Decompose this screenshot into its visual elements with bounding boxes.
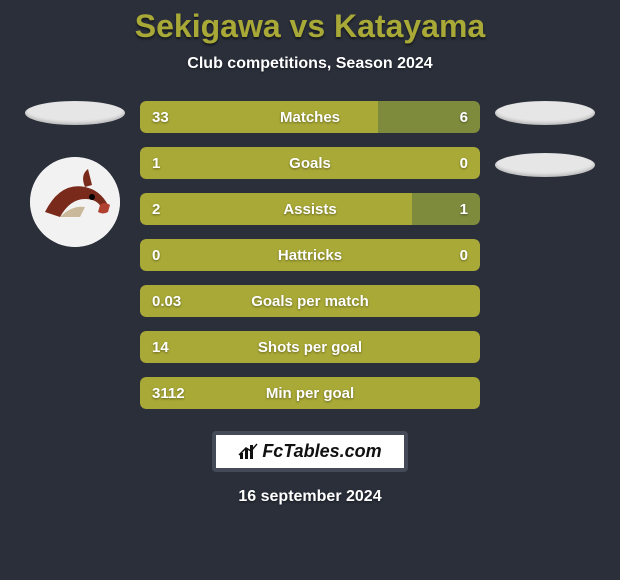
right-column bbox=[490, 101, 600, 177]
brand-badge: FcTables.com bbox=[212, 431, 407, 472]
page-title: Sekigawa vs Katayama bbox=[135, 8, 485, 45]
left-column bbox=[20, 101, 130, 247]
player-placeholder-oval bbox=[495, 101, 595, 125]
footer-date: 16 september 2024 bbox=[238, 488, 381, 506]
page-root: Sekigawa vs Katayama Club competitions, … bbox=[0, 0, 620, 580]
stat-bar: 0.03Goals per match bbox=[140, 285, 480, 317]
stat-bar: 21Assists bbox=[140, 193, 480, 225]
comparison-bars: 336Matches 10Goals 21Assists 00Hattricks 0.0… bbox=[140, 101, 480, 409]
stat-bar: 10Goals bbox=[140, 147, 480, 179]
stat-label: Matches bbox=[140, 109, 480, 126]
brand-text: FcTables.com bbox=[262, 441, 381, 462]
page-subtitle: Club competitions, Season 2024 bbox=[187, 55, 432, 73]
coyote-logo-icon bbox=[30, 157, 120, 247]
stat-bar: 14Shots per goal bbox=[140, 331, 480, 363]
stat-label: Goals bbox=[140, 155, 480, 172]
stat-label: Assists bbox=[140, 201, 480, 218]
player-placeholder-oval bbox=[495, 153, 595, 177]
player-placeholder-oval bbox=[25, 101, 125, 125]
stat-bar: 00Hattricks bbox=[140, 239, 480, 271]
main-row: 336Matches 10Goals 21Assists 00Hattricks 0.0… bbox=[0, 101, 620, 409]
stat-label: Min per goal bbox=[140, 385, 480, 402]
stat-bar: 336Matches bbox=[140, 101, 480, 133]
chart-icon bbox=[238, 443, 258, 461]
stat-label: Goals per match bbox=[140, 293, 480, 310]
team-logo-left bbox=[30, 157, 120, 247]
stat-label: Shots per goal bbox=[140, 339, 480, 356]
stat-bar: 3112Min per goal bbox=[140, 377, 480, 409]
stat-label: Hattricks bbox=[140, 247, 480, 264]
